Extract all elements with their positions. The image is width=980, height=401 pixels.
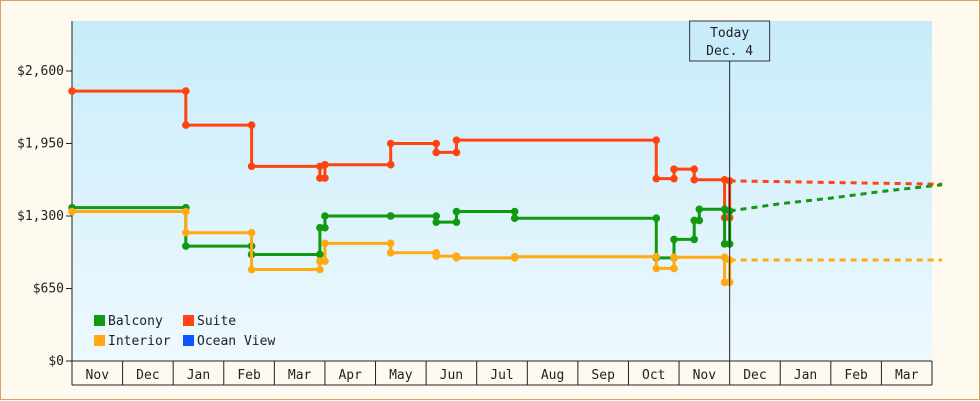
y-tick-label: $0 (48, 354, 64, 369)
plot-area (72, 21, 932, 361)
point-suite (321, 174, 329, 182)
y-tick-label: $2,600 (17, 64, 64, 79)
point-interior (670, 264, 678, 273)
x-tick-label: Nov (86, 368, 110, 383)
x-tick-label: Mar (288, 368, 312, 383)
point-suite (386, 160, 395, 169)
legend-swatch-suite (183, 315, 194, 326)
point-interior (386, 239, 395, 248)
point-suite (182, 121, 190, 129)
x-axis: Nov Dec Jan Feb Mar Apr May Jun Jul Aug Sep Oct Nov D… (71, 360, 933, 386)
point-balcony (510, 214, 519, 223)
point-interior (432, 252, 441, 260)
point-interior (452, 254, 461, 262)
point-interior (316, 265, 324, 274)
point-suite (690, 165, 699, 173)
x-tick-label: Dec (743, 368, 766, 383)
x-tick-label: Jan (187, 368, 210, 383)
point-balcony (432, 212, 441, 220)
point-balcony (321, 223, 329, 232)
point-balcony (386, 212, 395, 220)
x-tick-label: Feb (237, 368, 261, 383)
point-interior (321, 239, 329, 248)
point-interior (510, 252, 519, 261)
point-interior (652, 252, 661, 261)
point-suite (670, 174, 678, 183)
point-balcony (452, 218, 461, 226)
x-tick-label: Jul (490, 368, 513, 383)
x-tick-label: Nov (693, 368, 717, 383)
point-balcony (695, 205, 704, 214)
x-tick-label: Feb (844, 368, 868, 383)
point-balcony (432, 218, 441, 226)
point-interior (670, 253, 678, 262)
point-suite (452, 136, 461, 144)
point-suite (432, 139, 441, 148)
point-balcony (652, 214, 661, 223)
point-suite (652, 136, 661, 144)
point-suite (670, 165, 678, 173)
y-tick-label: $1,950 (17, 137, 64, 152)
point-suite (386, 139, 395, 148)
today-box (689, 20, 771, 62)
x-tick-label: Dec (136, 368, 159, 383)
point-suite (690, 175, 699, 184)
x-tick-label: Oct (642, 368, 665, 383)
point-suite (432, 148, 441, 157)
x-tick-label: Apr (338, 368, 362, 383)
point-suite (452, 148, 461, 157)
point-suite (652, 174, 661, 183)
legend-label: Balcony (108, 314, 163, 329)
point-balcony (321, 212, 329, 220)
point-suite (247, 121, 256, 129)
point-interior (321, 257, 329, 265)
point-balcony (316, 250, 324, 259)
y-axis: $0 $650 $1,300 $1,950 $2,600 (17, 21, 73, 369)
legend-swatch-ocean-view (183, 335, 194, 346)
legend-swatch-balcony (94, 315, 105, 326)
legend-label: Suite (197, 314, 236, 329)
today-date: Dec. 4 (706, 44, 753, 59)
x-tick-label: Jan (794, 368, 817, 383)
point-interior (182, 207, 190, 216)
today-label: Today (710, 26, 749, 41)
x-tick-label: Sep (591, 368, 615, 383)
series-lines (68, 87, 943, 287)
series-forecast-suite (729, 179, 943, 186)
legend-label: Interior (108, 334, 171, 349)
point-interior (652, 264, 661, 273)
point-balcony (182, 242, 190, 250)
x-tick-label: Jun (440, 368, 463, 383)
point-interior (68, 207, 76, 216)
point-balcony (510, 207, 519, 216)
point-balcony (670, 235, 678, 244)
legend-label: Ocean View (197, 334, 275, 349)
x-tick-label: May (389, 368, 413, 383)
x-tick-label: Mar (895, 368, 919, 383)
legend: Balcony Suite Interior Ocean View (94, 314, 275, 349)
point-balcony (452, 207, 461, 216)
today-marker: Today Dec. 4 (689, 20, 771, 361)
point-balcony (695, 216, 704, 225)
series-forecast-balcony (729, 183, 943, 213)
point-suite (247, 162, 256, 171)
point-interior (247, 228, 256, 237)
point-suite (182, 87, 190, 95)
point-interior (386, 249, 395, 257)
point-interior (182, 228, 190, 237)
point-interior (247, 265, 256, 274)
series-line-balcony (72, 206, 732, 260)
legend-swatch-interior (94, 335, 105, 346)
point-suite (68, 87, 76, 95)
x-tick-label: Aug (541, 368, 564, 383)
y-tick-label: $650 (33, 282, 64, 297)
y-tick-label: $1,300 (17, 209, 64, 224)
point-balcony (690, 235, 699, 244)
point-suite (321, 160, 329, 169)
